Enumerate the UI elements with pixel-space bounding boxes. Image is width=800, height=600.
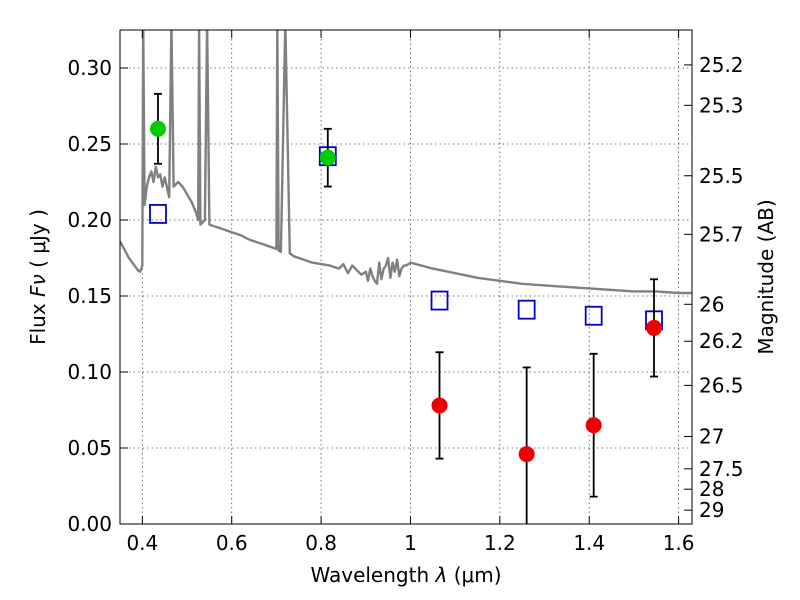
x-tick-label: 1.4 [573,531,605,555]
y2-tick-label: 25.3 [699,93,744,117]
y2-tick-label: 26.5 [699,373,744,397]
y2-tick-label: 25.2 [699,53,744,77]
x-tick-label: 0.6 [216,531,248,555]
y2-tick-label: 27.5 [699,457,744,481]
sed-model-line [120,30,692,295]
y-tick-label: 0.25 [67,132,112,156]
observed-nir-point [518,446,535,463]
y-tick-label: 0.10 [67,360,112,384]
observed-optical-point [319,149,336,166]
y-tick-label: 0.00 [67,512,112,536]
x-axis-title: Wavelength λ (μm) [310,563,501,587]
observed-nir-point [646,319,663,336]
x-tick-label: 0.4 [126,531,158,555]
x-tick-label: 0.8 [305,531,337,555]
marker-layer [149,92,663,524]
y2-tick-label: 26 [699,292,724,316]
sed-line-layer [120,30,692,295]
y-tick-label: 0.20 [67,208,112,232]
y2-tick-label: 25.5 [699,164,744,188]
y2-tick-label: 28 [699,477,724,501]
y-tick-label: 0.05 [67,436,112,460]
plot-frame [119,29,693,525]
x-tick-label: 1.2 [484,531,516,555]
model-photometry-square [584,305,603,326]
y2-tick-label: 26.2 [699,329,744,353]
y2-tick-label: 29 [699,498,724,522]
ticks: 0.4 0.6 0.8 1 1.2 1.4 1.6 0.00 0.05 0.10 0.15 0.20 0… [67,30,744,555]
x-tick-label: 1 [404,531,417,555]
observed-nir-point [585,417,602,434]
x-tick-label: 1.6 [663,531,695,555]
model-photometry-square [149,204,167,224]
y2-tick-label: 27 [699,425,724,449]
y2-axis-title: Magnitude (AB) [754,199,778,354]
y2-tick-label: 25.7 [699,222,744,246]
y-axis-title: Flux Fν ( μJy ) [26,209,50,345]
y-tick-label: 0.30 [67,56,112,80]
y-tick-label: 0.15 [67,284,112,308]
observed-optical-point [149,120,166,137]
model-photometry-square [430,290,449,311]
model-photometry-square [517,299,536,320]
observed-nir-point [431,397,448,414]
